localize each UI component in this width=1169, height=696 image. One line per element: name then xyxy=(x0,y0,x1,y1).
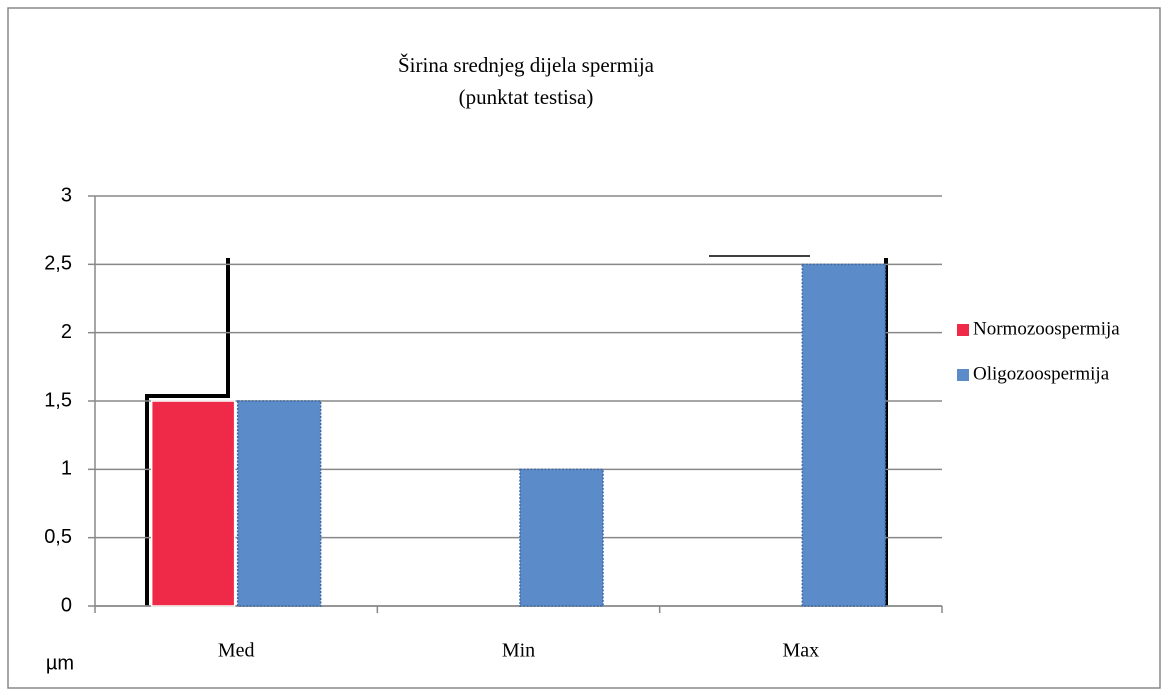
y-tick-label: 1 xyxy=(61,458,72,480)
y-axis-label: µm xyxy=(46,652,74,674)
y-tick-label: 2,5 xyxy=(44,253,72,275)
x-tick-label: Min xyxy=(502,640,535,662)
legend-label: Oligozoospermija xyxy=(973,363,1110,384)
bar xyxy=(150,400,236,607)
legend-label: Normozoospermija xyxy=(973,318,1120,339)
bar xyxy=(236,400,322,607)
chart-title: Širina srednjeg dijela spermija xyxy=(398,53,655,77)
chart-subtitle: (punktat testisa) xyxy=(459,85,594,109)
x-tick-label: Med xyxy=(218,640,255,662)
decor-line xyxy=(145,258,230,606)
y-tick-label: 2 xyxy=(61,321,72,343)
y-tick-label: 3 xyxy=(61,184,72,206)
legend-swatch xyxy=(957,324,969,336)
legend-swatch xyxy=(957,369,969,381)
y-tick-label: 1,5 xyxy=(44,389,72,411)
y-tick-label: 0,5 xyxy=(44,526,72,548)
bar xyxy=(801,263,887,607)
bar xyxy=(519,468,604,607)
x-tick-label: Max xyxy=(782,640,819,662)
y-tick-label: 0 xyxy=(61,594,72,616)
